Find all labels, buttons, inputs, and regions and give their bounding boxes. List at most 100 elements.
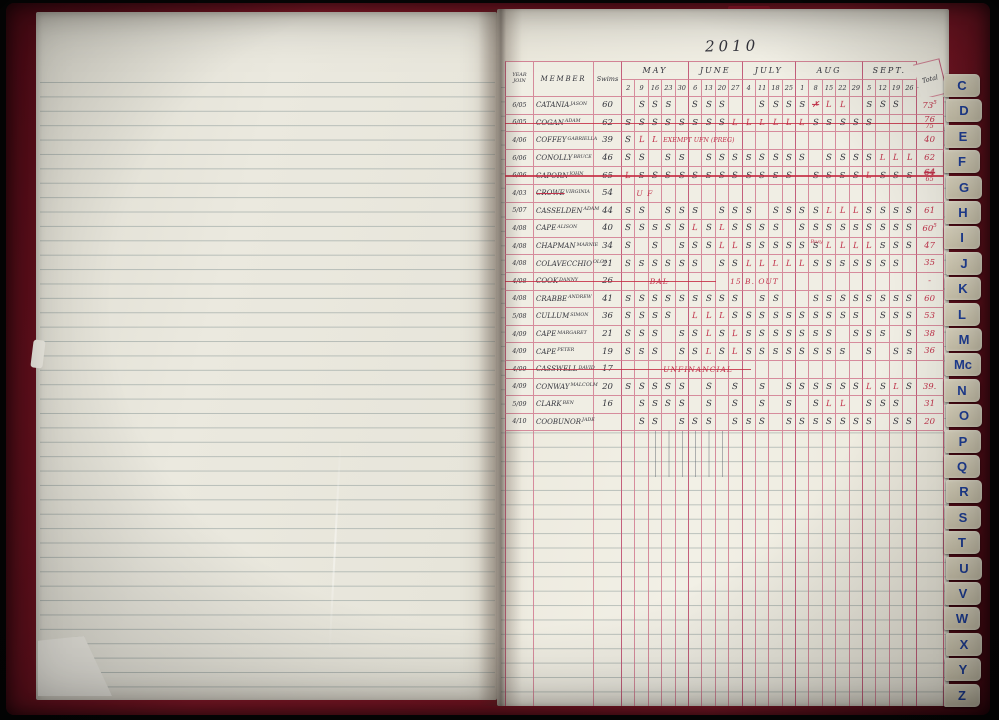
joined-cell: 4/10 xyxy=(505,413,534,432)
mark-cell: S xyxy=(822,167,837,185)
mark-cell xyxy=(662,360,676,379)
mark-cell: S xyxy=(782,343,797,361)
mark-cell xyxy=(876,343,890,361)
swims-cell: 46 xyxy=(594,149,622,168)
total-header: Total xyxy=(912,58,948,100)
mark-cell: S xyxy=(635,220,649,238)
date-header: 11 xyxy=(755,80,770,97)
mark-cell xyxy=(622,396,636,414)
mark-cell: S xyxy=(782,237,797,256)
mark-cell xyxy=(648,149,663,168)
mark-cell: L xyxy=(702,308,716,326)
mark-cell: S xyxy=(675,237,689,256)
mark-cell: S xyxy=(849,325,864,344)
mark-cell: S xyxy=(755,167,770,185)
mark-cell: S xyxy=(742,343,756,361)
mark-cell: S xyxy=(702,114,716,133)
mark-cell: L xyxy=(849,202,864,221)
swims-cell: 44 xyxy=(594,202,622,221)
index-tab-Y: Y xyxy=(945,658,981,682)
mark-cell: S xyxy=(688,237,703,256)
mark-cell: S xyxy=(863,343,877,361)
mark-cell xyxy=(729,184,743,203)
mark-cell xyxy=(635,272,649,291)
index-tab-O: O xyxy=(946,404,982,428)
mark-cell: S xyxy=(836,167,850,185)
index-tab-C: C xyxy=(944,74,980,97)
mark-cell: L xyxy=(822,237,837,256)
mark-cell: S xyxy=(742,202,756,221)
mark-cell: S xyxy=(702,97,716,115)
mark-cell: S xyxy=(889,343,904,361)
mark-cell: S xyxy=(769,325,783,344)
mark-cell: S xyxy=(889,413,904,432)
mark-cell xyxy=(635,184,649,203)
mark-cell xyxy=(688,184,703,203)
mark-cell xyxy=(622,360,636,379)
mark-cell: S xyxy=(809,237,823,256)
mark-cell: S xyxy=(622,114,636,133)
mark-cell: L xyxy=(755,114,770,133)
date-header: 6 xyxy=(688,80,703,97)
date-header: 19 xyxy=(889,80,904,97)
column-rule-extension xyxy=(676,431,689,706)
member-name: CAPE PETER xyxy=(534,343,594,361)
total-cell: 36 xyxy=(916,343,944,361)
mark-cell xyxy=(903,255,917,273)
mark-cell: S xyxy=(662,255,676,273)
mark-cell: S xyxy=(782,149,797,168)
joined-cell: 6/05 xyxy=(505,114,534,133)
mark-cell: S xyxy=(782,308,797,326)
mark-cell: S xyxy=(675,396,689,414)
joined-cell: 6/05 xyxy=(505,97,534,115)
index-tab-L: L xyxy=(944,302,980,326)
mark-cell: L xyxy=(702,343,716,361)
mark-cell xyxy=(822,272,837,291)
member-name: CHAPMAN MARNIE xyxy=(534,237,598,256)
mark-cell xyxy=(849,97,864,115)
mark-cell xyxy=(769,378,783,397)
mark-cell xyxy=(702,132,716,150)
mark-cell xyxy=(715,360,730,379)
joined-cell: 4/03 xyxy=(505,184,534,203)
index-tab-Z: Z xyxy=(944,683,980,707)
ledger-page: 2010 YEAR JOIN MEMBER Swims MAY 2 9 16 23 30 JUNE 6… xyxy=(497,9,949,706)
mark-cell xyxy=(688,396,703,414)
mark-cell: S xyxy=(742,237,756,256)
mark-cell: S xyxy=(702,396,716,414)
total-cell: 735 xyxy=(916,97,944,115)
column-rule-extension xyxy=(635,431,649,706)
swims-cell: 60 xyxy=(594,97,622,115)
mark-cell xyxy=(729,132,743,150)
column-rule-extension xyxy=(649,431,663,706)
mark-cell xyxy=(782,360,797,379)
total-cell: 61 xyxy=(916,202,944,221)
swims-cell: 26 xyxy=(594,272,622,291)
mark-cell: S xyxy=(648,325,663,344)
mark-cell: S xyxy=(622,378,636,397)
mark-cell: S xyxy=(648,378,663,397)
month-header: JUNE xyxy=(688,61,743,80)
mark-cell: S xyxy=(635,343,649,361)
mark-cell: S xyxy=(822,114,837,133)
mark-cell xyxy=(715,272,730,291)
mark-cell: L xyxy=(863,167,877,185)
mark-cell: S xyxy=(729,290,743,309)
mark-cell xyxy=(809,132,823,150)
mark-cell xyxy=(769,272,783,291)
mark-cell xyxy=(622,413,636,432)
date-header: 20 xyxy=(715,80,730,97)
mark-cell: S xyxy=(622,308,636,326)
pencil-column-lines xyxy=(655,431,723,477)
member-name: CASSELDEN ADAM xyxy=(534,202,599,221)
mark-cell: S xyxy=(809,202,823,221)
member-name: CATANIA JASON xyxy=(534,97,594,115)
mark-cell xyxy=(755,202,770,221)
mark-cell: S xyxy=(849,413,864,432)
mark-cell xyxy=(662,272,676,291)
joined-cell: 4/08 xyxy=(505,290,534,309)
mark-cell: S xyxy=(796,308,810,326)
mark-cell: S xyxy=(836,220,850,238)
mark-cell: L xyxy=(836,202,850,221)
mark-cell xyxy=(742,184,756,203)
